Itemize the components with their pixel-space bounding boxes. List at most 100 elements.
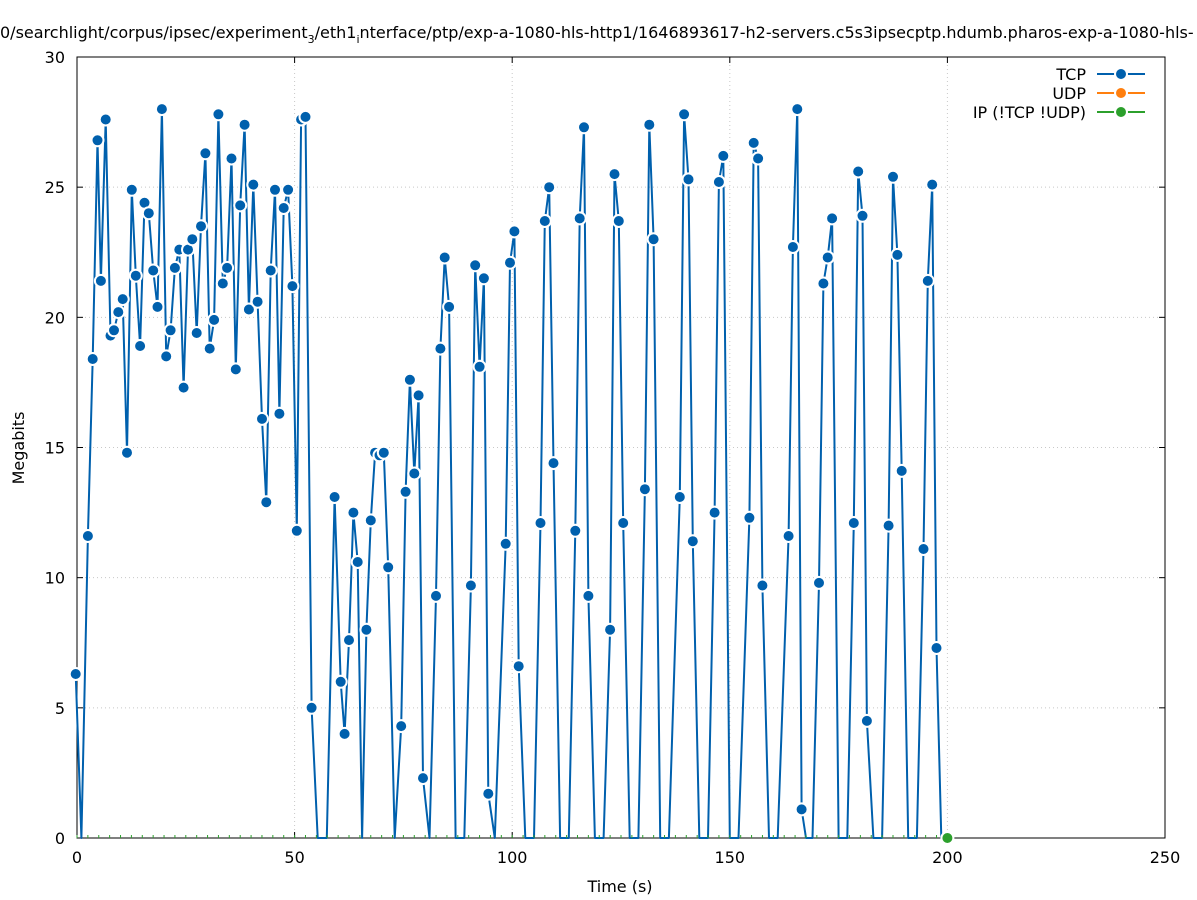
data-point: [751, 151, 766, 166]
legend-label: TCP: [1055, 65, 1086, 84]
legend-label: IP (!TCP !UDP): [973, 103, 1086, 122]
axis-ticks: 0 50 100 150 200 250 0 5 10 15 20 25 30: [45, 48, 1181, 867]
data-point: [581, 588, 596, 603]
data-point: [890, 247, 905, 262]
data-point: [537, 214, 552, 228]
x-tick-label: 50: [284, 848, 304, 867]
title-part-c: nterface/ptp/exp-a-1080-hls-http1/164689…: [360, 23, 1194, 42]
data-point: [120, 445, 134, 460]
y-tick-label: 0: [55, 829, 65, 848]
data-point: [163, 323, 178, 338]
data-point: [611, 214, 626, 228]
y-tick-label: 25: [45, 178, 65, 197]
data-point: [128, 268, 143, 283]
data-point: [304, 700, 319, 715]
data-point: [259, 495, 274, 510]
data-point: [468, 258, 483, 273]
data-point: [159, 349, 174, 364]
x-tick-label: 100: [497, 848, 528, 867]
data-point: [68, 667, 83, 681]
data-point: [346, 505, 361, 520]
data-point: [685, 534, 700, 549]
x-tick-label: 200: [932, 848, 963, 867]
data-point: [442, 299, 457, 314]
data-point: [637, 482, 652, 497]
data-point: [327, 490, 342, 504]
data-point: [85, 352, 100, 366]
data-point: [925, 177, 940, 192]
y-tick-label: 20: [45, 308, 65, 327]
legend-marker: [1114, 105, 1128, 119]
data-point: [716, 148, 731, 163]
data-point: [363, 513, 378, 528]
data-point: [746, 135, 761, 150]
data-point: [542, 180, 557, 195]
y-tick-label: 5: [55, 699, 65, 718]
data-point: [115, 292, 130, 307]
data-point: [276, 201, 291, 215]
data-point: [289, 523, 304, 538]
data-point: [263, 263, 278, 278]
data-point: [681, 172, 696, 187]
data-point: [481, 786, 496, 801]
title-part-a: 0/searchlight/corpus/ipsec/experiment: [0, 23, 308, 42]
data-point: [672, 490, 687, 504]
data-point: [268, 182, 282, 197]
data-point: [176, 380, 191, 395]
data-point: [237, 117, 252, 132]
data-point: [233, 198, 248, 213]
data-point: [394, 719, 409, 734]
data-point: [376, 445, 391, 460]
data-point: [93, 273, 108, 288]
data-point: [250, 294, 265, 309]
y-axis-title: Megabits: [9, 412, 28, 485]
data-point: [298, 109, 313, 124]
data-point: [141, 206, 156, 221]
data-point: [167, 260, 182, 275]
data-point: [503, 255, 517, 270]
data-point: [146, 263, 161, 278]
data-point: [80, 529, 95, 543]
title-subscript-1: 3: [308, 33, 315, 46]
data-point: [794, 802, 809, 817]
data-point: [568, 523, 583, 538]
series-0: [68, 102, 944, 839]
y-tick-label: 10: [45, 569, 65, 588]
data-point: [207, 312, 222, 327]
data-point: [215, 276, 230, 291]
data-point: [546, 456, 561, 471]
data-point: [472, 359, 487, 374]
data-point: [820, 250, 835, 265]
series-line: [74, 108, 943, 839]
chart-title: 0/searchlight/corpus/ipsec/experiment3/e…: [0, 23, 1194, 46]
data-point: [202, 341, 217, 356]
data-point: [402, 372, 417, 387]
data-point: [603, 622, 618, 637]
data-point: [281, 182, 296, 197]
data-point: [285, 279, 300, 294]
data-point: [246, 177, 261, 192]
data-point: [333, 674, 348, 689]
data-point: [894, 463, 909, 478]
data-point: [920, 273, 935, 288]
data-point: [755, 578, 770, 593]
data-point: [359, 622, 374, 637]
data-point: [185, 232, 200, 247]
data-point: [616, 516, 631, 530]
data-point: [781, 529, 796, 543]
data-point: [846, 516, 861, 530]
data-point: [272, 406, 287, 421]
data-point: [476, 271, 491, 286]
data-point: [790, 102, 805, 117]
data-point: [812, 575, 826, 590]
legend-label: UDP: [1052, 84, 1086, 103]
data-point: [642, 117, 657, 132]
data-point: [124, 182, 139, 197]
data-point: [133, 339, 148, 353]
data-point: [433, 341, 448, 356]
data-point: [381, 560, 396, 575]
data-point: [150, 299, 165, 314]
data-point: [785, 240, 800, 254]
data-point: [816, 276, 831, 291]
